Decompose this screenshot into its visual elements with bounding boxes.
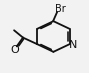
Text: N: N [69,40,77,50]
Text: Br: Br [55,4,66,14]
Text: O: O [10,45,19,55]
